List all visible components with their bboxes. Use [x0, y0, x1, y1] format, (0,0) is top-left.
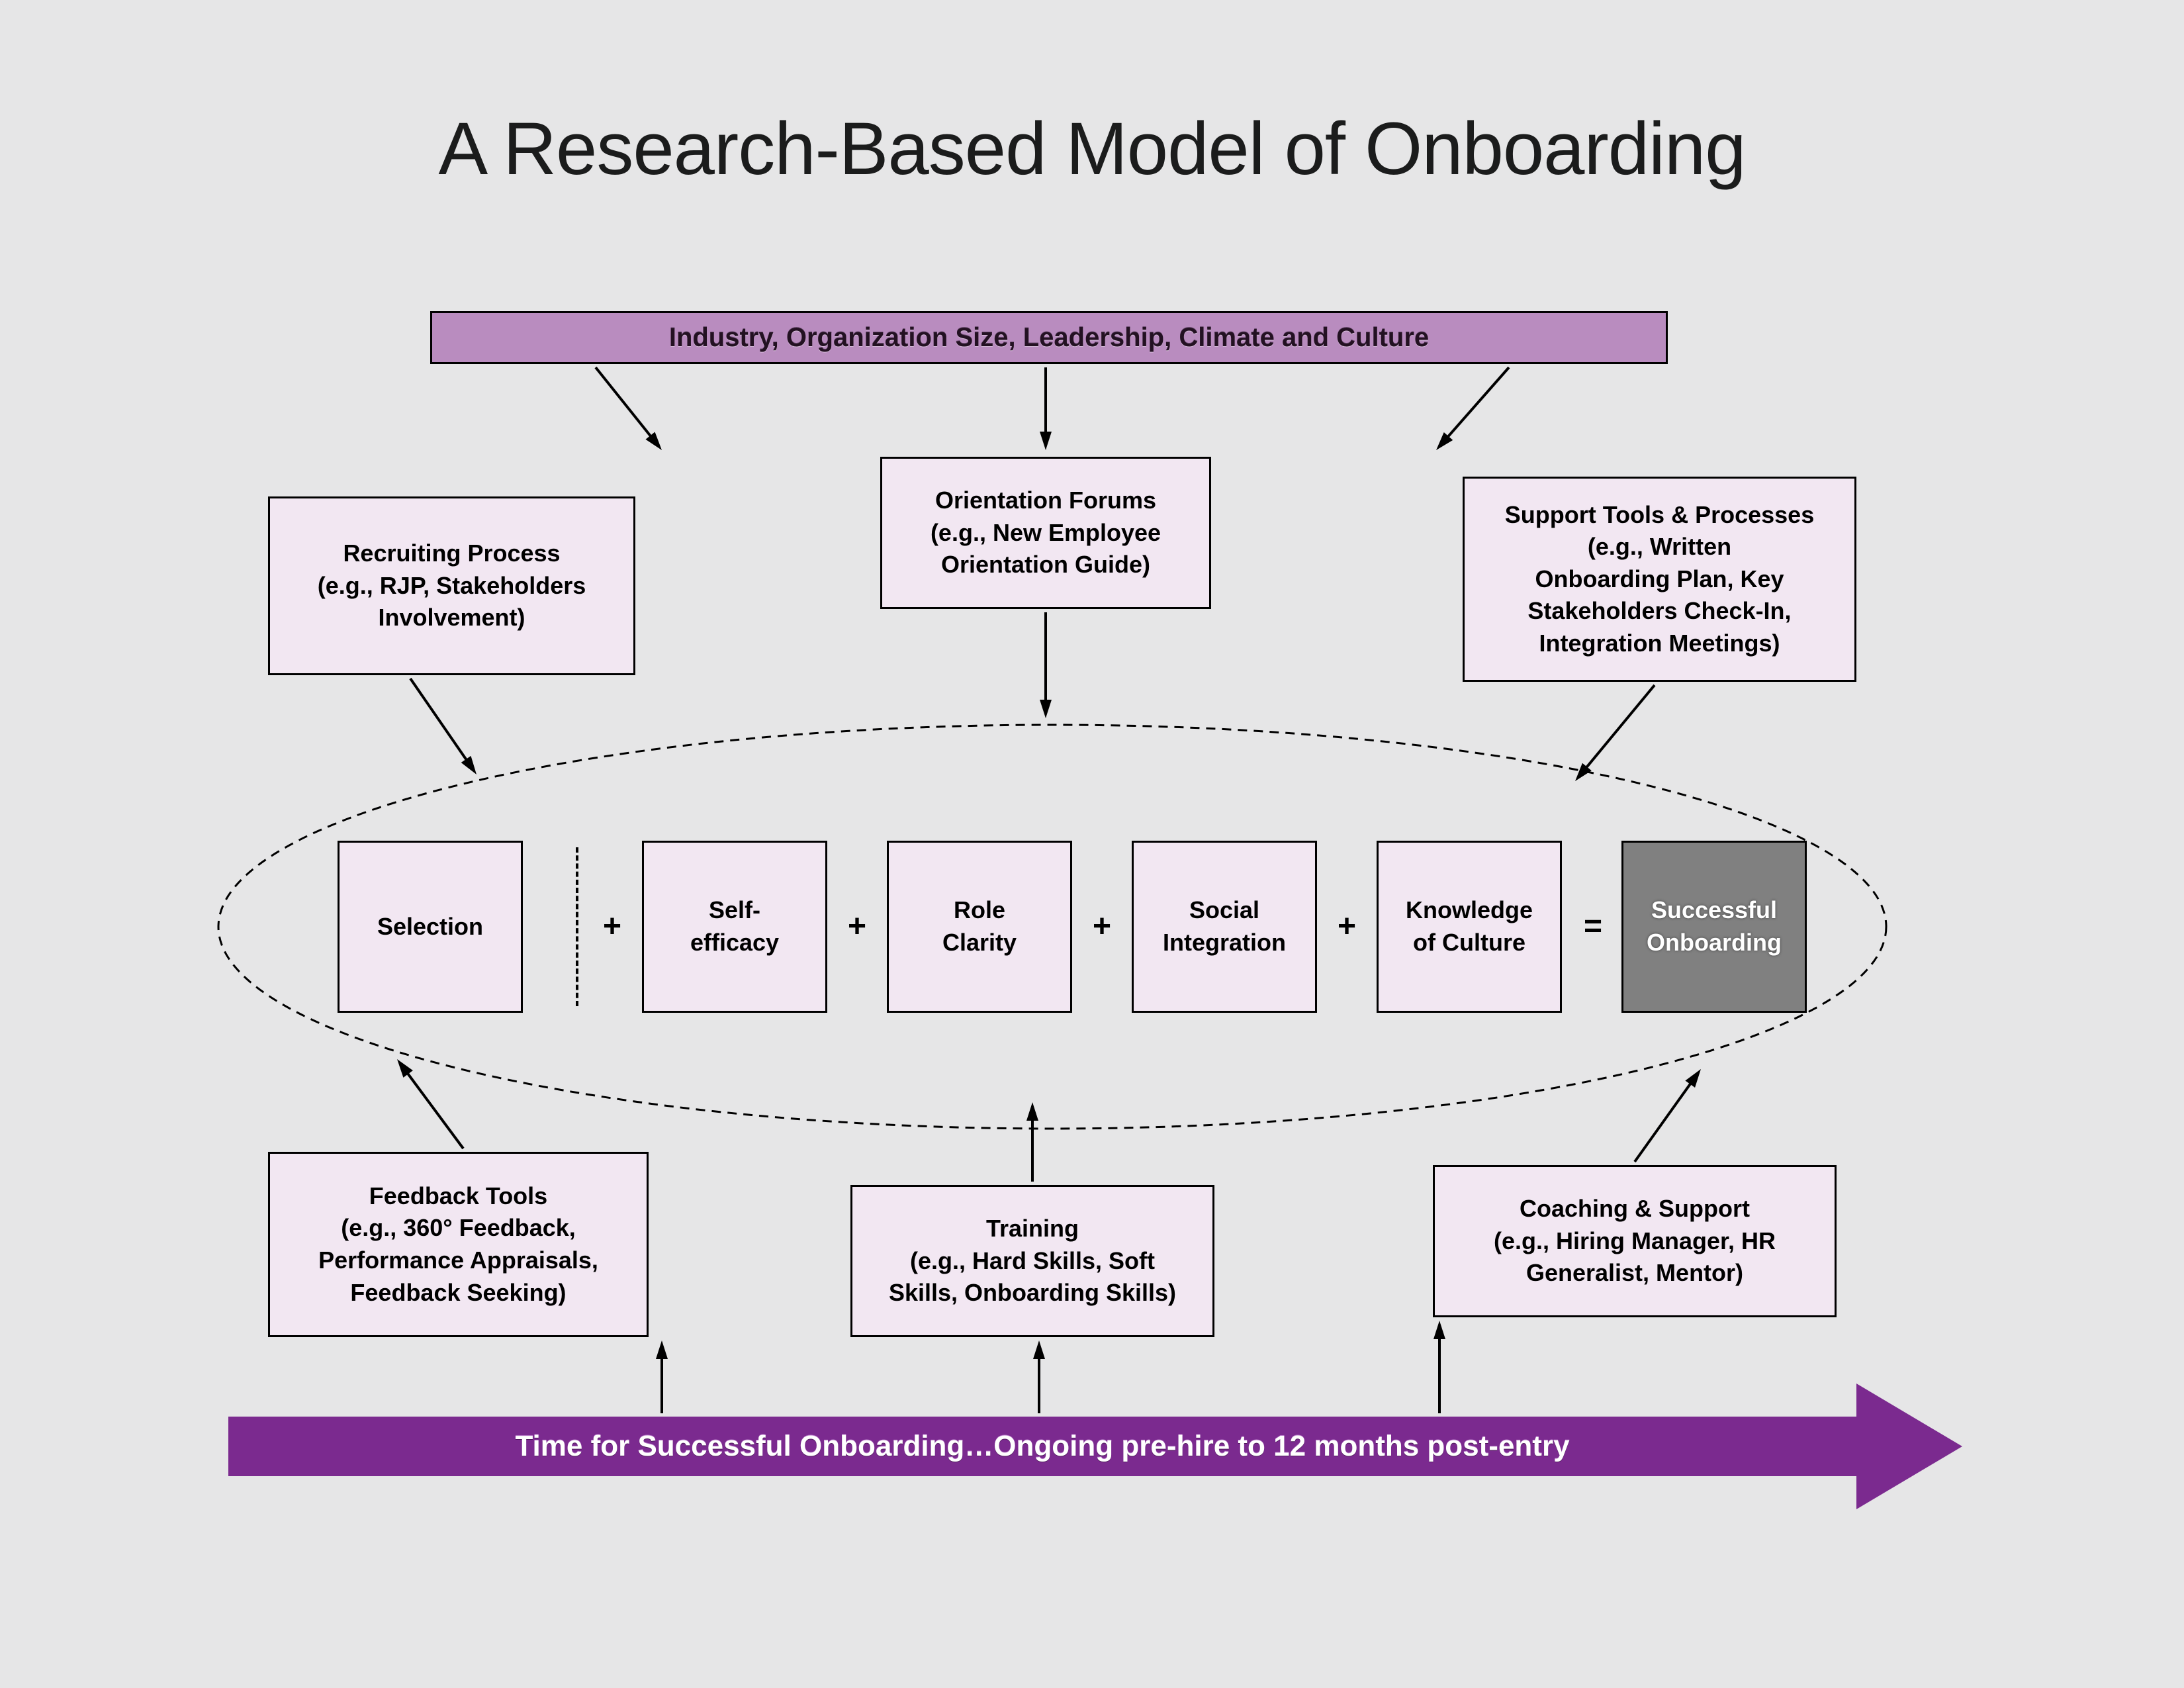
core-social-integration: Social Integration: [1132, 841, 1317, 1013]
op-4: =: [1576, 908, 1610, 948]
box-training: Training (e.g., Hard Skills, Soft Skills…: [850, 1185, 1214, 1337]
box-feedback: Feedback Tools (e.g., 360° Feedback, Per…: [268, 1152, 649, 1337]
op-3: +: [1330, 908, 1363, 948]
core-knowledge-culture: Knowledge of Culture: [1377, 841, 1562, 1013]
core-self-efficacy: Self- efficacy: [642, 841, 827, 1013]
core-successful-onboarding: Successful Onboarding: [1621, 841, 1807, 1013]
op-1: +: [841, 908, 874, 948]
op-2: +: [1085, 908, 1118, 948]
box-support: Support Tools & Processes (e.g., Written…: [1463, 477, 1856, 682]
context-bar: Industry, Organization Size, Leadership,…: [430, 311, 1668, 364]
page-title: A Research-Based Model of Onboarding: [0, 106, 2184, 191]
time-arrow-head: [1856, 1383, 1962, 1509]
box-coaching: Coaching & Support (e.g., Hiring Manager…: [1433, 1165, 1837, 1317]
box-orientation: Orientation Forums (e.g., New Employee O…: [880, 457, 1211, 609]
box-recruiting: Recruiting Process (e.g., RJP, Stakehold…: [268, 496, 635, 675]
diagram-page: A Research-Based Model of Onboarding Ind…: [0, 0, 2184, 1688]
core-role-clarity: Role Clarity: [887, 841, 1072, 1013]
time-arrow-bar: Time for Successful Onboarding…Ongoing p…: [228, 1417, 1856, 1476]
core-separator: [576, 847, 578, 1006]
core-selection: Selection: [338, 841, 523, 1013]
op-0: +: [596, 908, 629, 948]
